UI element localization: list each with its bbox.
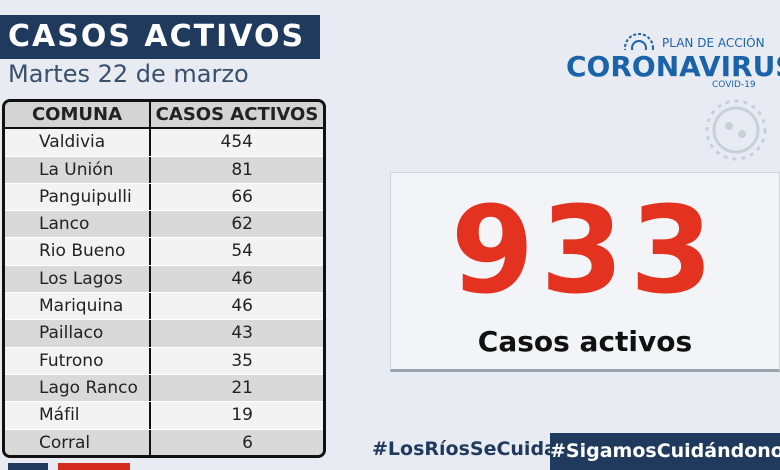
- cases-cell: 43: [231, 323, 253, 344]
- table-row: Mariquina 46: [5, 293, 323, 321]
- table-row: Los Lagos 46: [5, 265, 323, 294]
- cases-cell: 54: [231, 241, 253, 262]
- table-row: Máfil 19: [5, 402, 323, 430]
- total-value: 933: [450, 182, 720, 321]
- table-row: Corral 6: [5, 429, 323, 455]
- header-row: COMUNA CASOS ACTIVOS: [5, 102, 323, 130]
- table-row: Futrono 35: [5, 347, 323, 375]
- commune-cell: Panguipulli: [5, 183, 151, 211]
- commune-cell: Futrono: [5, 347, 151, 374]
- commune-cell: Lago Ranco: [5, 374, 151, 402]
- flag-stripe: [58, 463, 130, 470]
- cases-cell: 6: [242, 432, 253, 453]
- commune-cell: Mariquina: [5, 293, 151, 320]
- table-row: La Unión 81: [5, 156, 323, 184]
- table-row: Lago Ranco 21: [5, 374, 323, 403]
- cases-cell: 46: [231, 268, 253, 289]
- table-row: Valdivia 454: [5, 129, 323, 157]
- table-row: Rio Bueno 54: [5, 238, 323, 266]
- logo-sub: COVID-19: [712, 80, 756, 90]
- cases-cell: 21: [231, 377, 253, 398]
- cases-cell: 81: [231, 159, 253, 180]
- cases-cell: 454: [220, 132, 253, 153]
- date: Martes 22 de marzo: [8, 60, 249, 88]
- total-panel: 933 Casos activos: [390, 172, 780, 372]
- commune-cell: Máfil: [5, 402, 151, 429]
- hashtag: #SigamosCuidándonos: [550, 433, 780, 470]
- virus-watermark: [705, 99, 767, 161]
- cases-cell: 66: [231, 186, 253, 207]
- total-label: Casos activos: [477, 325, 693, 358]
- hashtag: #LosRíosSeCuida: [372, 438, 557, 460]
- table-row: Paillaco 43: [5, 320, 323, 348]
- column-header: CASOS ACTIVOS: [155, 104, 319, 125]
- cases-cell: 62: [231, 214, 253, 235]
- commune-cell: Valdivia: [5, 129, 151, 156]
- commune-cell: La Unión: [5, 156, 151, 183]
- title: CASOS ACTIVOS: [0, 15, 320, 59]
- commune-cell: Paillaco: [5, 320, 151, 347]
- commune-cell: Los Lagos: [5, 265, 151, 293]
- virus-icon: [624, 33, 654, 50]
- logo-plan: PLAN DE ACCIÓN: [662, 36, 765, 50]
- table: COMUNA CASOS ACTIVOS Valdivia 454 La Unión 81…: [2, 99, 326, 458]
- commune-cell: Lanco: [5, 211, 151, 238]
- commune-cell: Corral: [5, 429, 151, 455]
- table-row: Lanco 62: [5, 211, 323, 239]
- logo-name: CORONAVIRUS: [566, 50, 780, 83]
- cases-cell: 35: [231, 350, 253, 371]
- flag-stripe: [8, 463, 48, 470]
- table-row: Panguipulli 66: [5, 183, 323, 212]
- cases-cell: 19: [231, 405, 253, 426]
- commune-cell: Rio Bueno: [5, 238, 151, 265]
- cases-cell: 46: [231, 296, 253, 317]
- column-header: COMUNA: [5, 102, 151, 128]
